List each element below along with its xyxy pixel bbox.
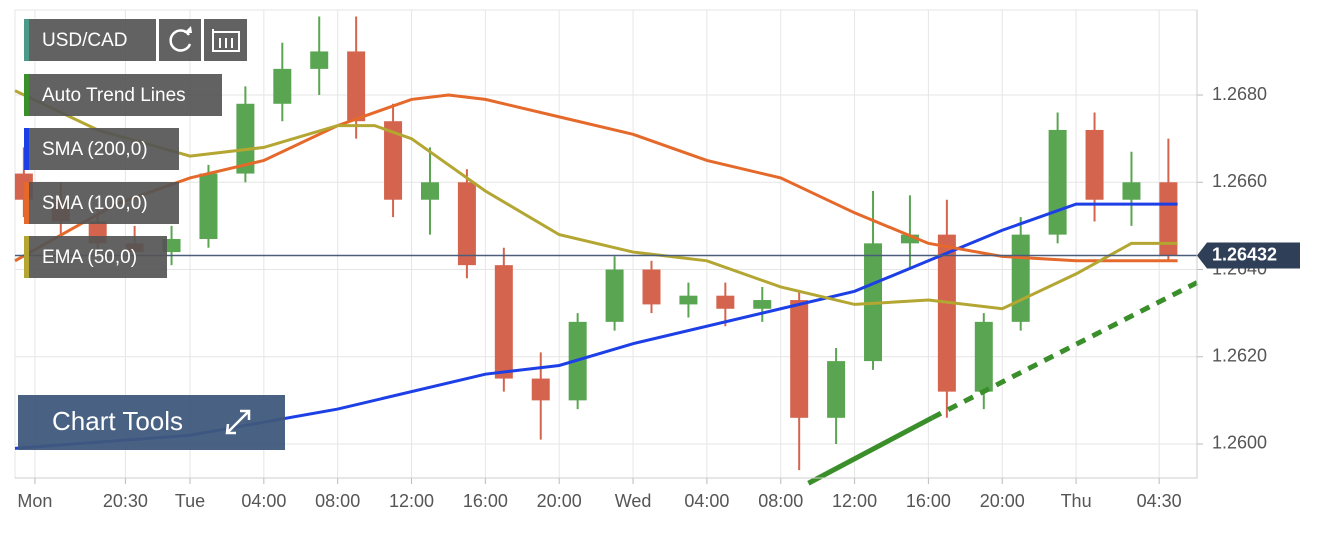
legend-box — [24, 182, 179, 224]
candle-body — [937, 234, 956, 392]
x-tick-label: 16:00 — [906, 491, 951, 511]
indicator-line — [14, 93, 1178, 263]
indicator-line — [14, 89, 1178, 311]
legend-item[interactable]: SMA (100,0) — [24, 182, 179, 224]
candle-body — [827, 361, 846, 418]
x-tick-label: 04:00 — [684, 491, 729, 511]
candle-body — [310, 51, 329, 69]
candle-body — [753, 300, 772, 309]
x-tick-label: 12:00 — [389, 491, 434, 511]
candle-body — [679, 295, 698, 305]
indicator-line — [14, 202, 1178, 450]
chart-tools-button[interactable]: Chart Tools — [18, 395, 285, 450]
candle-body — [642, 269, 661, 305]
candle-body — [716, 295, 735, 309]
trend-legend[interactable]: Auto Trend Lines — [24, 74, 222, 116]
legend-item[interactable]: SMA (200,0) — [24, 128, 179, 170]
legend-swatch — [24, 236, 29, 278]
candle-body — [347, 51, 366, 122]
y-tick-label: 1.2680 — [1212, 84, 1267, 104]
trend-line — [807, 415, 934, 486]
y-tick-label: 1.2660 — [1212, 171, 1267, 191]
trend-line — [930, 280, 1199, 421]
candle-body — [457, 182, 476, 266]
last-price-label: 1.26432 — [1212, 244, 1277, 264]
calendar-button[interactable] — [204, 19, 247, 61]
candle-body — [420, 182, 439, 200]
y-tick-label: 1.2600 — [1212, 433, 1267, 453]
candle-body — [273, 68, 292, 104]
y-tick-label: 1.2620 — [1212, 345, 1267, 365]
chart-tools-label[interactable]: Chart Tools — [52, 406, 183, 436]
candle-body — [236, 103, 255, 174]
legend-swatch — [24, 128, 29, 170]
x-tick-label: 16:00 — [463, 491, 508, 511]
candle-body — [1011, 234, 1030, 322]
x-tick-label: 20:30 — [103, 491, 148, 511]
legend-box — [24, 236, 167, 278]
x-tick-label: 04:30 — [1137, 491, 1182, 511]
candle-body — [384, 121, 403, 200]
symbol-button[interactable]: USD/CAD — [24, 19, 156, 61]
candle-body — [900, 234, 919, 244]
x-tick-label: 20:00 — [537, 491, 582, 511]
legend-label[interactable]: Auto Trend Lines — [42, 85, 186, 106]
candle-body — [1159, 182, 1178, 256]
legend-swatch — [24, 182, 29, 224]
legend-label[interactable]: SMA (100,0) — [42, 193, 148, 214]
candle-body — [162, 238, 181, 253]
candle-body — [1122, 182, 1141, 200]
candle-body — [974, 321, 993, 392]
axes: Mon 20:30 Tue 04:00 08:00 12:00 16:00 20:00 Wed 0… — [15, 10, 1300, 511]
candle-body — [1048, 129, 1067, 235]
marks — [14, 16, 1199, 486]
refresh-button[interactable] — [159, 19, 201, 61]
candle-body — [494, 265, 513, 379]
x-tick-label: 08:00 — [758, 491, 803, 511]
x-tick-label: 12:00 — [832, 491, 877, 511]
legend-box — [24, 128, 179, 170]
x-tick-label: 20:00 — [980, 491, 1025, 511]
symbol-label[interactable]: USD/CAD — [42, 30, 128, 51]
x-tick-label: Tue — [175, 491, 205, 511]
candle-body — [790, 300, 809, 418]
candle-body — [199, 173, 218, 239]
x-tick-label: 04:00 — [241, 491, 286, 511]
legend-label[interactable]: SMA (200,0) — [42, 139, 148, 160]
candle-body — [605, 269, 624, 322]
series-legend: SMA (200,0) SMA (100,0) EMA (50,0) — [24, 128, 179, 278]
candle-body — [1085, 129, 1104, 200]
last-price-tag — [1197, 242, 1300, 269]
x-tick-label: Mon — [17, 491, 52, 511]
legend-item[interactable]: EMA (50,0) — [24, 236, 167, 278]
x-tick-label: 08:00 — [315, 491, 360, 511]
x-tick-label: Thu — [1061, 491, 1092, 511]
legend: USD/CAD Auto Trend Lines SMA (200,0)SMA … — [18, 19, 285, 450]
candle-body — [531, 378, 550, 401]
x-tick-label: Wed — [615, 491, 652, 511]
legend-label[interactable]: EMA (50,0) — [42, 247, 137, 268]
